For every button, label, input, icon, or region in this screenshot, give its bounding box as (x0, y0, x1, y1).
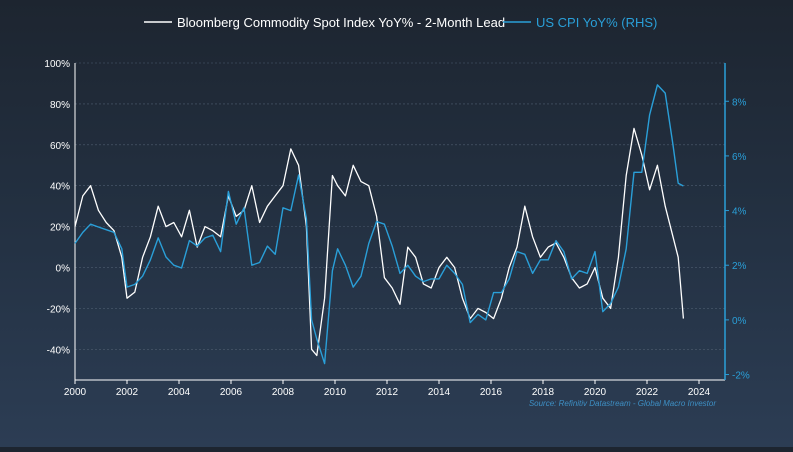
x-tick-label: 2008 (272, 387, 295, 398)
y-right-tick-label: 8% (732, 97, 747, 108)
x-tick-label: 2000 (64, 387, 87, 398)
y-left-tick-label: 40% (50, 182, 70, 193)
x-tick-label: 2012 (376, 387, 399, 398)
y-left-tick-label: -40% (47, 345, 70, 356)
series-line-us-cpi-yoy (74, 84, 684, 365)
x-tick-label: 2024 (688, 387, 711, 398)
x-tick-label: 2022 (636, 387, 659, 398)
y-right-tick-label: 4% (732, 207, 747, 218)
gridlines (75, 62, 725, 350)
source-note: Source: Refinitiv Datastream - Global Ma… (529, 399, 717, 408)
x-tick-label: 2020 (584, 387, 607, 398)
y-right-tick-label: 2% (732, 261, 747, 272)
x-tick-label: 2016 (480, 387, 503, 398)
y-left-tick-label: 20% (50, 223, 70, 234)
y-right-tick-label: 6% (732, 152, 747, 163)
x-tick-label: 2004 (168, 387, 191, 398)
y-right-tick-label: -2% (732, 371, 750, 382)
series-line-commodity-yoy (74, 127, 685, 357)
y-left-tick-label: -20% (47, 304, 70, 315)
x-tick-label: 2010 (324, 387, 347, 398)
y-left-tick-label: 100% (44, 59, 70, 70)
x-tick-label: 2018 (532, 387, 555, 398)
axes (74, 63, 729, 384)
series-layer (74, 84, 685, 365)
legend-label-commodity: Bloomberg Commodity Spot Index YoY% - 2-… (177, 15, 505, 30)
x-tick-label: 2014 (428, 387, 451, 398)
y-left-tick-label: 0% (56, 264, 71, 275)
legend-label-cpi: US CPI YoY% (RHS) (536, 15, 657, 30)
legend: Bloomberg Commodity Spot Index YoY% - 2-… (144, 15, 657, 30)
y-right-tick-label: 0% (732, 316, 747, 327)
y-left-tick-label: 60% (50, 141, 70, 152)
x-tick-label: 2002 (116, 387, 139, 398)
y-left-tick-label: 80% (50, 100, 70, 111)
x-tick-label: 2006 (220, 387, 243, 398)
tick-labels: 100% 80% 60% 40% 20% 0% -20% -40% 8% 6% 4% 2% 0% -2% 2… (44, 59, 749, 398)
